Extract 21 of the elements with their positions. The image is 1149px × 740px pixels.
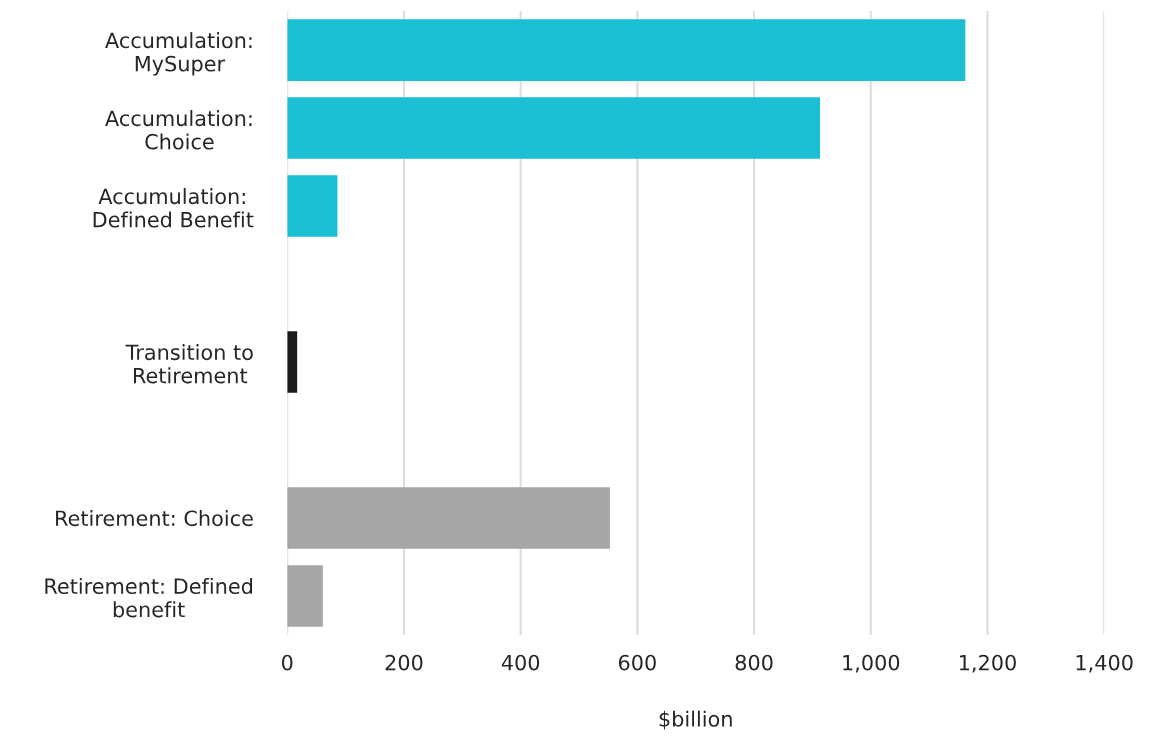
x-tick-label: 600 <box>618 654 656 671</box>
x-tick-label: 800 <box>735 654 773 671</box>
x-tick-label: 200 <box>385 654 423 671</box>
y-tick-label: Accumulation: Choice <box>105 110 252 150</box>
x-axis-title: $billion <box>659 710 732 730</box>
x-tick-label: 1,000 <box>843 654 900 673</box>
bar <box>287 487 610 549</box>
y-tick-label: Accumulation: MySuper <box>105 32 252 76</box>
bar <box>287 175 338 237</box>
x-tick-label: 400 <box>501 654 540 671</box>
y-tick-label: Transition to Retirement <box>125 344 253 384</box>
bar <box>287 331 298 393</box>
bar <box>287 97 821 159</box>
bar <box>287 19 966 81</box>
y-tick-label: Accumulation: Defined Benefit <box>93 188 254 228</box>
bar <box>287 565 323 627</box>
x-tick-label: 0 <box>282 654 293 671</box>
y-tick-label: Retirement: Defined benefit <box>45 577 253 618</box>
x-tick-label: 1,200 <box>959 654 1016 673</box>
x-tick-label: 1,400 <box>1076 654 1133 673</box>
y-tick-label: Retirement: Choice <box>56 510 253 527</box>
